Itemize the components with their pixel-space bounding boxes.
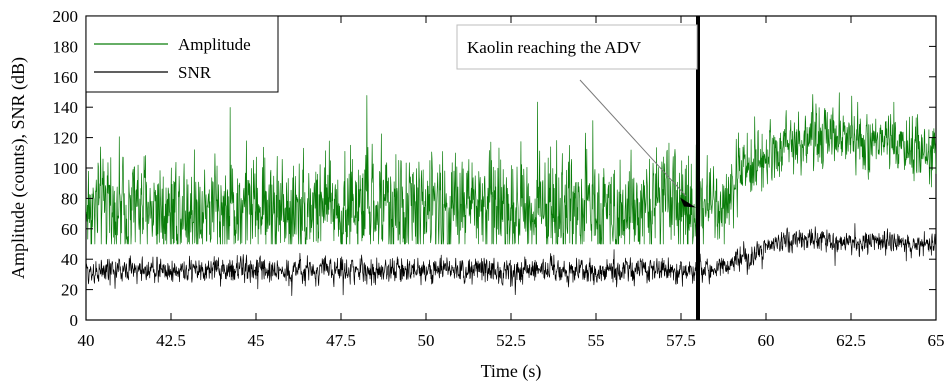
legend: Amplitude SNR xyxy=(85,15,279,93)
annotation: Kaolin reaching the ADV xyxy=(456,24,698,197)
y-tick-label: 40 xyxy=(61,250,78,269)
x-tick-label: 42.5 xyxy=(156,331,186,350)
y-tick-label: 100 xyxy=(53,159,79,178)
y-tick-label: 140 xyxy=(53,98,79,117)
y-tick-label: 20 xyxy=(61,281,78,300)
annotation-box xyxy=(456,24,698,70)
x-tick-label: 55 xyxy=(588,331,605,350)
series-line-snr xyxy=(85,223,937,296)
y-tick-label: 80 xyxy=(61,189,78,208)
x-tick-label: 65 xyxy=(928,331,945,350)
x-tick-label: 45 xyxy=(248,331,265,350)
x-tick-label: 50 xyxy=(418,331,435,350)
x-tick-label: 40 xyxy=(78,331,95,350)
x-tick-label: 62.5 xyxy=(836,331,866,350)
series-layer xyxy=(85,92,937,296)
y-tick-label: 200 xyxy=(53,7,79,26)
legend-label-amplitude: Amplitude xyxy=(178,35,251,54)
y-tick-label: 0 xyxy=(70,311,79,330)
x-tick-label: 52.5 xyxy=(496,331,526,350)
x-axis-title: Time (s) xyxy=(481,361,542,382)
y-tick-label: 120 xyxy=(53,129,79,148)
marker-layer xyxy=(680,16,700,320)
legend-box xyxy=(85,15,279,93)
y-tick-label: 160 xyxy=(53,68,79,87)
annotation-text: Kaolin reaching the ADV xyxy=(467,38,642,57)
x-tick-label: 57.5 xyxy=(666,331,696,350)
legend-label-snr: SNR xyxy=(178,63,212,82)
x-tick-label: 60 xyxy=(758,331,775,350)
ticks-layer: 40 42.5 45 47.5 50 52.5 55 57.5 60 62.5 65 0 20 40 60 8… xyxy=(53,7,945,350)
x-tick-label: 47.5 xyxy=(326,331,356,350)
y-tick-label: 180 xyxy=(53,37,79,56)
annotation-arrowhead xyxy=(680,197,696,208)
y-tick-label: 60 xyxy=(61,220,78,239)
y-axis-title: Amplitude (counts), SNR (dB) xyxy=(8,57,29,279)
series-line-amplitude xyxy=(85,92,937,245)
annotation-leader-line xyxy=(579,79,687,197)
